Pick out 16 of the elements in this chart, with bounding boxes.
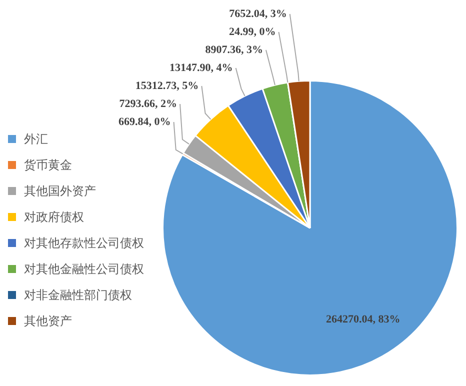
legend-label: 对其他金融性公司债权 [24, 260, 144, 278]
legend-label: 其他资产 [24, 312, 72, 330]
data-label: 15312.73, 5% [135, 80, 199, 92]
data-label: 13147.90, 4% [170, 62, 233, 74]
data-label: 264270.04, 83% [326, 314, 400, 326]
legend-label: 外汇 [24, 130, 48, 148]
data-label: 7293.66, 2% [119, 98, 178, 110]
legend-label: 对其他存款性公司债权 [24, 234, 144, 252]
data-label: 669.84, 0% [118, 116, 171, 128]
legend-label: 对政府债权 [24, 208, 84, 226]
legend-label: 货币黄金 [24, 156, 72, 174]
data-label: 7652.04, 3% [229, 8, 287, 20]
legend-label: 其他国外资产 [24, 182, 96, 200]
legend-label: 对非金融性部门债权 [24, 286, 132, 304]
data-label: 24.99, 0% [228, 26, 276, 38]
data-label: 8907.36, 3% [205, 44, 263, 56]
